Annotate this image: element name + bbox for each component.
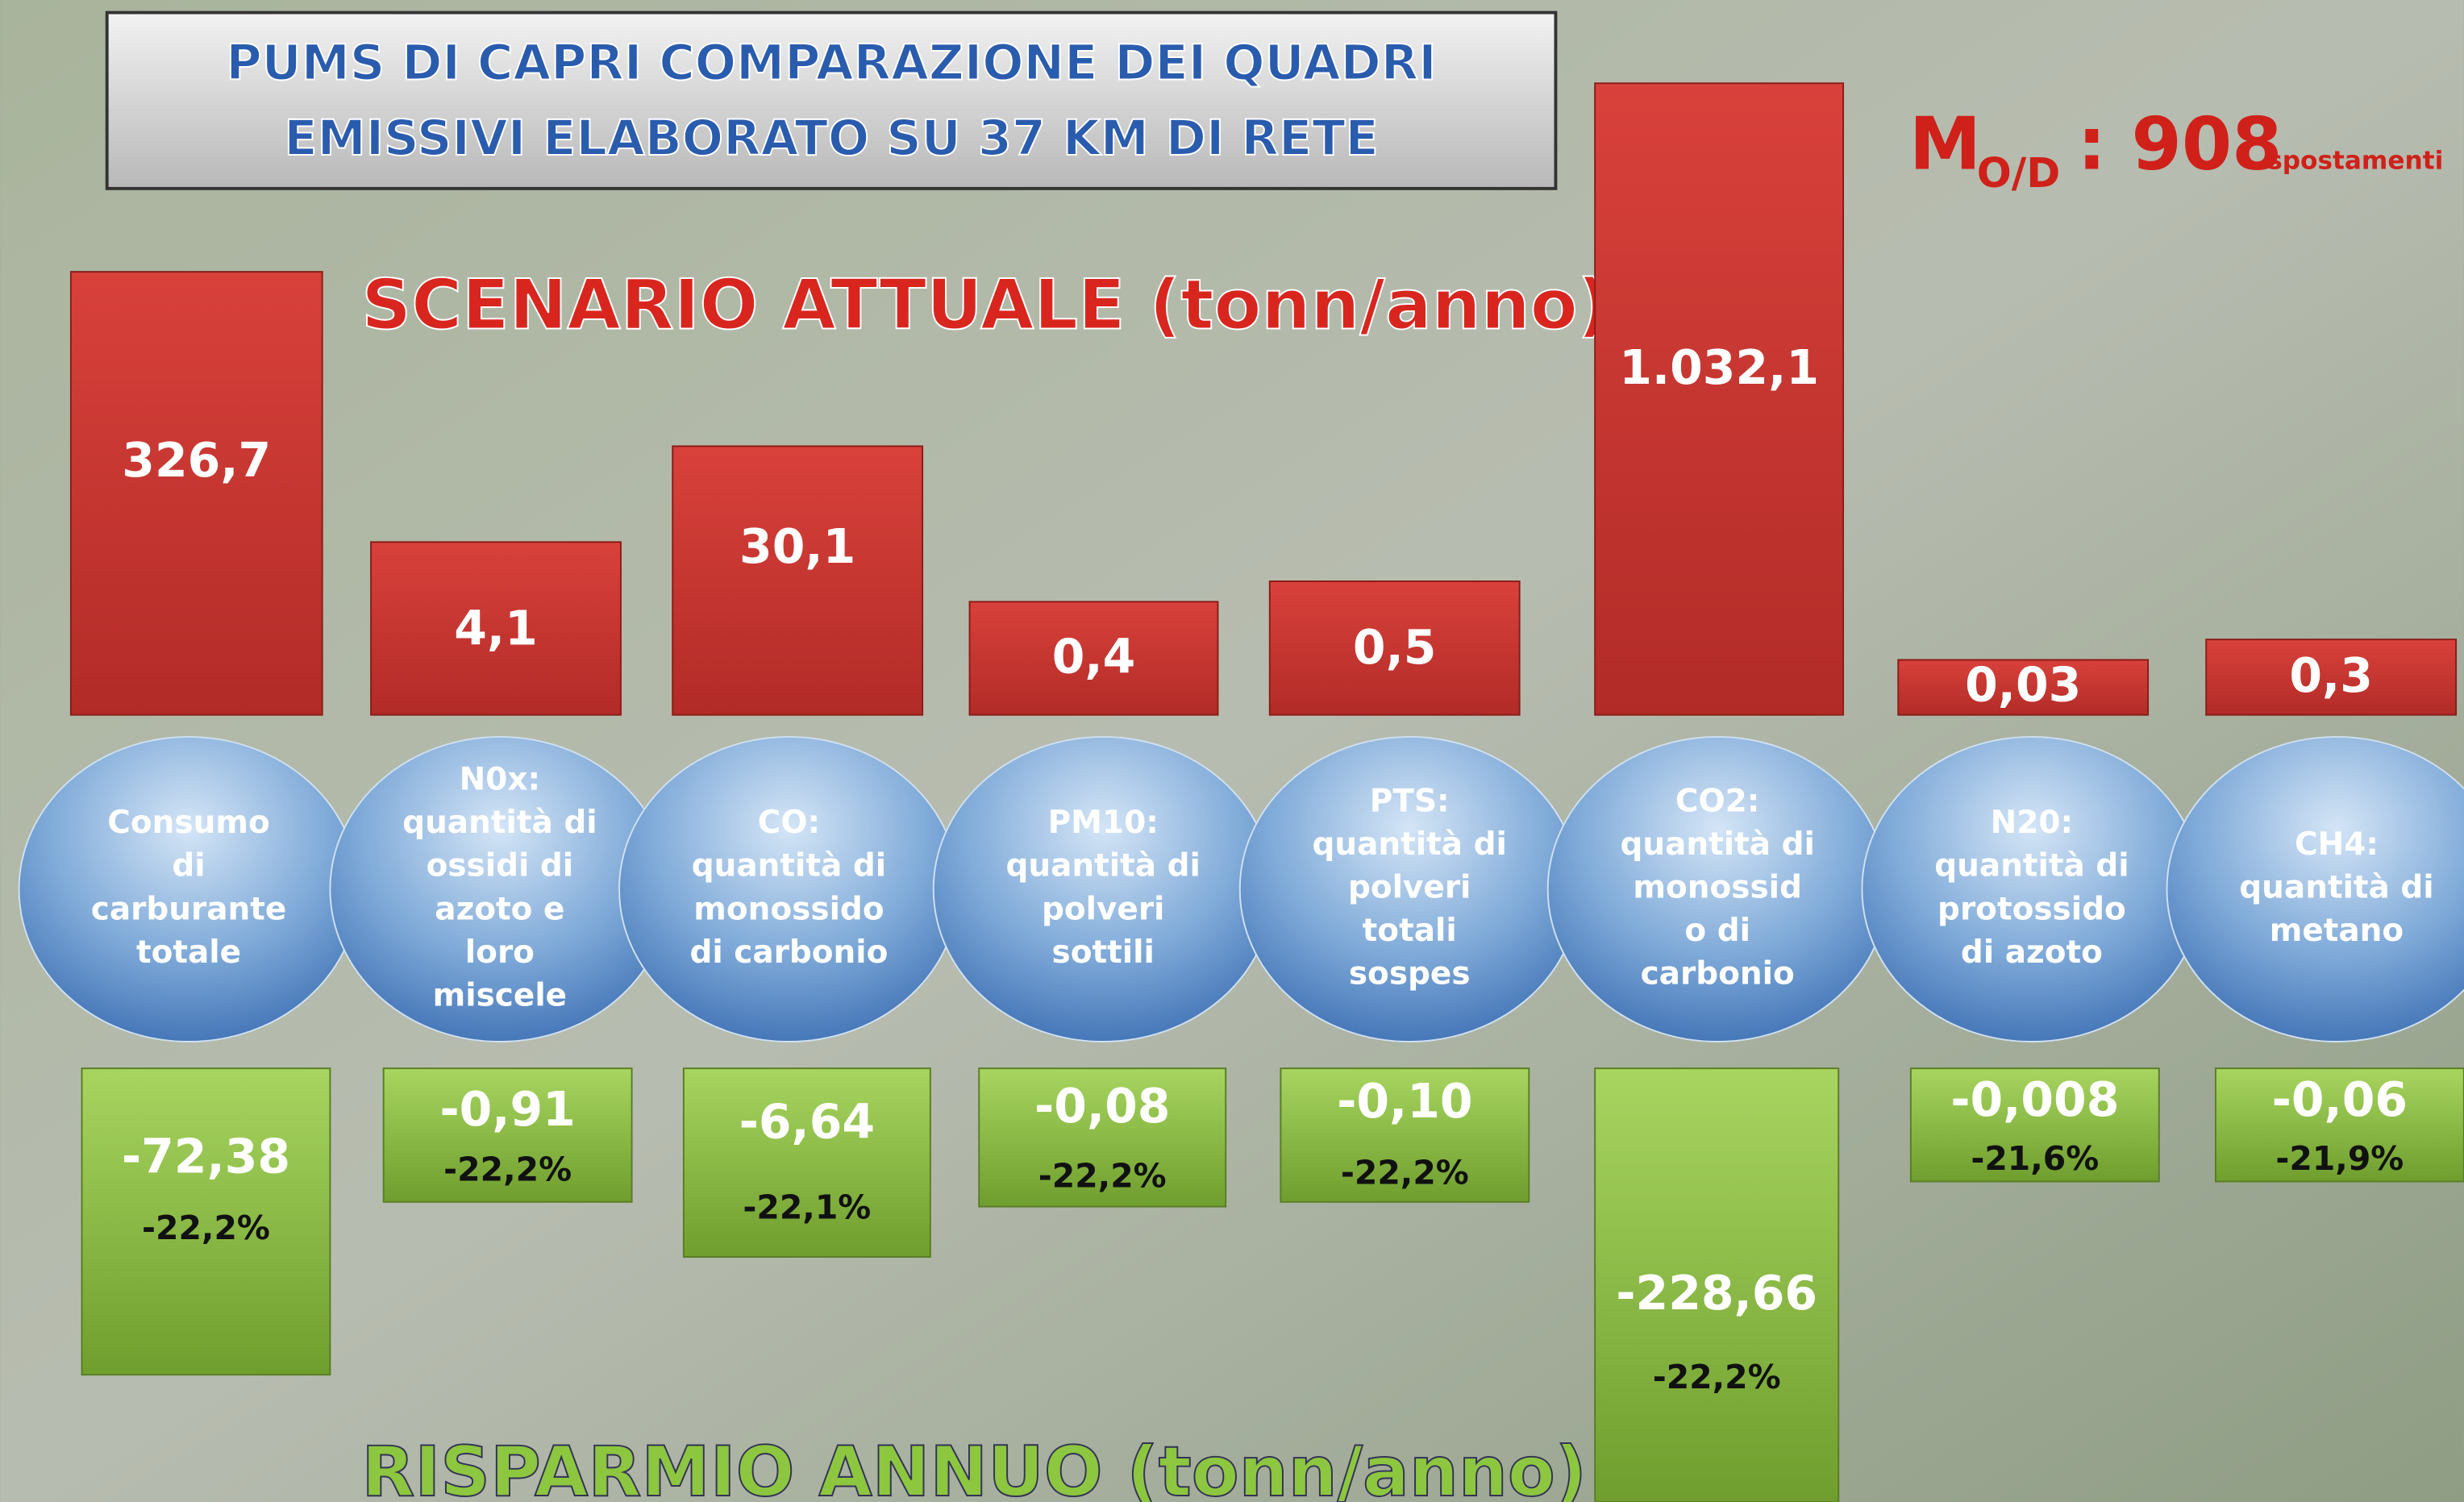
current-value: 0,5	[1353, 620, 1437, 675]
od-letter: M	[1909, 103, 1981, 187]
current-value: 326,7	[122, 433, 271, 488]
pollutant-label: polveri	[1348, 869, 1471, 905]
pollutant-label: polveri	[1042, 891, 1164, 927]
saving-percent: -21,6%	[1971, 1139, 2099, 1178]
pollutant-bubble	[1862, 737, 2201, 1042]
title-line: EMISSIVI ELABORATO SU 37 KM DI RETE	[284, 110, 1378, 167]
saving-percent: -22,2%	[443, 1150, 572, 1189]
pollutant-label: quantità di	[1934, 848, 2129, 884]
pollutant-label: totali	[1363, 913, 1457, 949]
current-value: 0,4	[1052, 630, 1136, 684]
pollutant-label: ossidi di	[427, 848, 574, 884]
pollutant-label: quantità di	[1313, 826, 1507, 863]
od-value: : 908	[2077, 103, 2282, 187]
slide: PUMS DI CAPRI COMPARAZIONE DEI QUADRI EM…	[0, 0, 2464, 1502]
saving-value: -0,06	[2272, 1072, 2408, 1127]
pollutant-label: Consumo	[107, 805, 269, 841]
saving-percent: -22,2%	[1038, 1157, 1167, 1196]
current-bar	[1595, 83, 1843, 714]
current-value: 30,1	[739, 519, 855, 574]
pollutant-label: di azoto	[1961, 934, 2103, 971]
pollutant-bubble	[619, 737, 959, 1042]
saving-value: -228,66	[1616, 1266, 1817, 1321]
current-value: 4,1	[454, 601, 538, 656]
current-value: 0,03	[1965, 658, 2081, 713]
current-value: 0,3	[2289, 648, 2373, 703]
pollutant-label: quantità di	[692, 848, 886, 884]
pollutant-bubble	[934, 737, 1273, 1042]
pollutant-label: di	[172, 848, 205, 884]
pollutant-label: N0x:	[460, 762, 540, 798]
title-line: PUMS DI CAPRI COMPARAZIONE DEI QUADRI	[226, 35, 1436, 91]
page: {"header":{"title_lines":["PUMS DI CAPRI…	[0, 0, 2464, 1502]
saving-percent: -22,2%	[142, 1209, 270, 1247]
savings-heading: RISPARMIO ANNUO (tonn/anno)	[361, 1432, 1587, 1502]
od-subscript: O/D	[1977, 149, 2061, 197]
pollutant-label: carbonio	[1641, 956, 1795, 992]
pollutant-label: CO2:	[1675, 783, 1759, 819]
pollutant-label: protossido	[1937, 891, 2126, 927]
saving-percent: -22,1%	[743, 1188, 871, 1227]
saving-value: -0,91	[439, 1082, 575, 1137]
pollutant-label: monossid	[1633, 869, 1802, 905]
pollutant-label: quantità di	[1620, 826, 1814, 863]
pollutant-label: CH4:	[2295, 826, 2379, 863]
pollutant-label: metano	[2270, 913, 2404, 949]
pollutant-label: quantità di	[2239, 869, 2433, 905]
saving-value: -6,64	[739, 1094, 875, 1149]
pollutant-bubble	[19, 737, 359, 1042]
pollutant-label: CO:	[758, 805, 820, 841]
pollutant-label: quantità di	[1005, 848, 1200, 884]
pollutant-label: N20:	[1991, 805, 2073, 841]
pollutant-label: PM10:	[1048, 805, 1159, 841]
pollutant-label: PTS:	[1370, 783, 1450, 819]
saving-value: -72,38	[122, 1129, 290, 1184]
scenario-heading: SCENARIO ATTUALE (tonn/anno)	[361, 264, 1609, 345]
pollutant-label: loro	[465, 934, 535, 971]
pollutant-label: azoto e	[435, 891, 564, 927]
pollutant-label: totale	[136, 934, 241, 971]
current-bar	[672, 446, 922, 714]
saving-percent: -21,9%	[2275, 1139, 2404, 1178]
pollutant-label: o di	[1684, 913, 1750, 949]
pollutant-label: monossido	[693, 891, 884, 927]
saving-value: -0,10	[1337, 1074, 1472, 1129]
pollutant-label: carburante	[91, 891, 287, 927]
pollutant-label: sospes	[1349, 956, 1471, 992]
pollutant-label: sottili	[1052, 934, 1155, 971]
saving-value: -0,08	[1034, 1079, 1170, 1134]
od-unit: spostamenti	[2267, 147, 2443, 176]
pollutant-label: miscele	[433, 977, 567, 1013]
saving-value: -0,008	[1950, 1072, 2119, 1127]
pollutant-label: quantità di	[402, 805, 597, 841]
current-value: 1.032,1	[1619, 340, 1819, 395]
saving-percent: -22,2%	[1341, 1154, 1469, 1192]
saving-percent: -22,2%	[1653, 1358, 1781, 1396]
pollutant-label: di carbonio	[689, 934, 888, 971]
current-bar	[71, 272, 323, 715]
